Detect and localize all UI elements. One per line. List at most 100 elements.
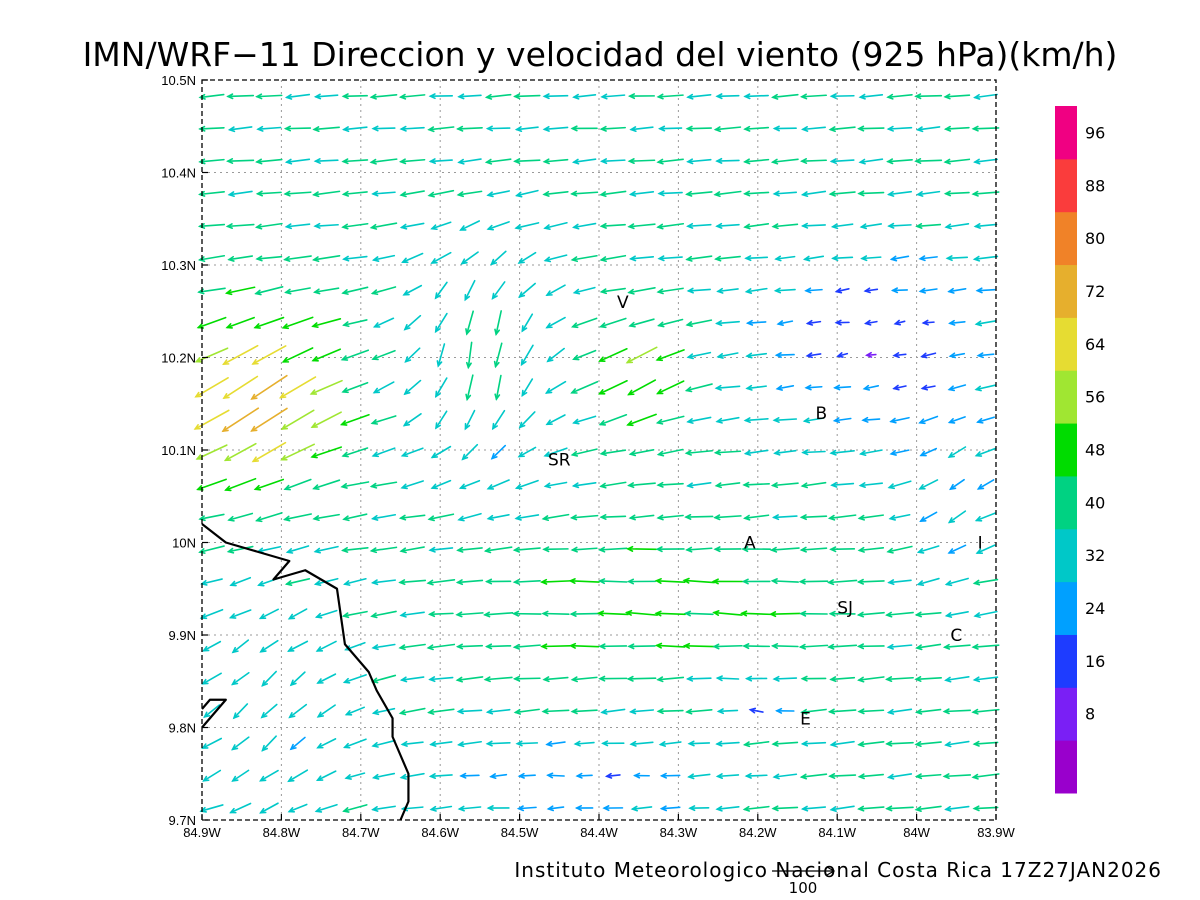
wind-arrow: [627, 287, 656, 295]
colorbar-label: 56: [1085, 388, 1105, 407]
wind-arrow: [399, 676, 425, 683]
wind-arrow: [399, 546, 425, 554]
wind-arrow: [255, 190, 282, 197]
wind-arrow: [518, 282, 536, 299]
wind-arrow: [260, 703, 278, 719]
wind-arrow: [857, 190, 885, 197]
wind-arrow: [399, 222, 425, 230]
wind-arrow: [340, 481, 370, 489]
wind-arrow: [427, 189, 455, 198]
wind-arrow: [575, 772, 593, 779]
wind-arrow: [716, 708, 739, 715]
wind-arrow: [628, 255, 655, 262]
wind-arrow: [892, 352, 907, 359]
wind-arrow: [199, 608, 224, 620]
wind-arrow: [774, 352, 795, 359]
y-tick-label: 9.8N: [169, 721, 196, 736]
city-label: E: [800, 709, 811, 729]
wind-arrow: [864, 351, 877, 358]
wind-arrow: [457, 805, 482, 812]
colorbar-label: 96: [1085, 123, 1105, 142]
wind-arrow: [827, 643, 858, 650]
wind-arrow: [370, 415, 397, 425]
wind-arrow: [287, 803, 308, 813]
x-tick-label: 84.3W: [660, 825, 698, 840]
wind-arrow: [514, 479, 539, 490]
wind-arrow: [458, 479, 481, 490]
wind-arrow: [599, 317, 627, 329]
wind-arrow: [827, 579, 858, 586]
wind-arrow: [227, 126, 253, 133]
wind-arrow: [223, 442, 257, 462]
wind-arrow: [914, 708, 942, 715]
wind-arrow: [287, 608, 308, 620]
wind-arrow: [341, 546, 369, 553]
wind-arrow: [712, 643, 743, 650]
wind-arrow: [280, 409, 315, 430]
wind-arrow: [493, 342, 503, 369]
wind-arrow: [283, 255, 312, 262]
wind-arrow: [280, 443, 315, 461]
wind-arrow: [716, 287, 739, 294]
wind-arrow: [741, 578, 771, 585]
wind-arrow: [256, 545, 282, 554]
wind-arrow: [886, 708, 913, 715]
wind-arrow: [283, 513, 312, 522]
wind-arrow: [598, 643, 628, 650]
wind-arrow: [602, 805, 624, 812]
wind-arrow: [521, 378, 534, 398]
wind-arrow: [514, 514, 540, 521]
wind-arrow: [973, 223, 998, 229]
wind-arrow: [284, 287, 311, 295]
wind-arrow: [857, 546, 885, 553]
wind-arrow: [599, 449, 627, 457]
wind-arrow: [313, 545, 339, 554]
wind-arrow: [568, 642, 600, 649]
wind-arrow: [914, 611, 942, 618]
wind-arrow: [599, 254, 627, 263]
wind-arrow: [197, 254, 226, 263]
wind-arrow: [802, 417, 825, 424]
wind-arrow: [857, 773, 884, 780]
wind-arrow: [742, 805, 770, 812]
x-tick-label: 84.9W: [183, 825, 221, 840]
wind-arrow: [799, 610, 828, 617]
wind-arrow: [798, 578, 829, 585]
wind-arrow: [627, 93, 656, 100]
wind-arrow: [254, 222, 283, 230]
wind-arrow: [599, 287, 626, 295]
wind-arrow: [863, 319, 878, 326]
wind-arrow: [713, 546, 742, 553]
wind-arrow: [944, 222, 970, 230]
wind-arrow: [655, 415, 685, 425]
colorbar: 8 16 24 32 40 48 56 64 72 80 88 96: [1055, 106, 1105, 794]
wind-arrow: [915, 223, 942, 229]
wind-arrow: [457, 740, 482, 748]
wind-arrow: [541, 610, 570, 617]
city-label: V: [617, 293, 629, 313]
wind-arrow: [311, 318, 342, 328]
colorbar-segment: [1055, 581, 1077, 635]
wind-arrow: [944, 577, 969, 587]
wind-arrow: [570, 708, 598, 715]
wind-arrow: [655, 349, 685, 362]
wind-arrow: [799, 93, 827, 100]
wind-arrow: [828, 773, 857, 779]
wind-arrow: [544, 380, 567, 394]
wind-arrow: [279, 376, 317, 399]
wind-arrow: [945, 255, 969, 262]
wind-arrow: [775, 707, 795, 714]
wind-arrow: [714, 255, 741, 262]
wind-arrow: [198, 545, 225, 554]
wind-arrow: [625, 346, 658, 364]
wind-arrow: [684, 513, 714, 520]
wind-arrow: [829, 740, 855, 748]
wind-arrow: [886, 125, 913, 132]
wind-arrow: [455, 676, 484, 683]
wind-arrow: [600, 93, 626, 100]
wind-arrow: [600, 708, 626, 715]
wind-arrow: [313, 93, 339, 100]
wind-arrow: [627, 158, 656, 165]
wind-arrow: [745, 352, 768, 359]
wind-arrow: [629, 126, 654, 133]
